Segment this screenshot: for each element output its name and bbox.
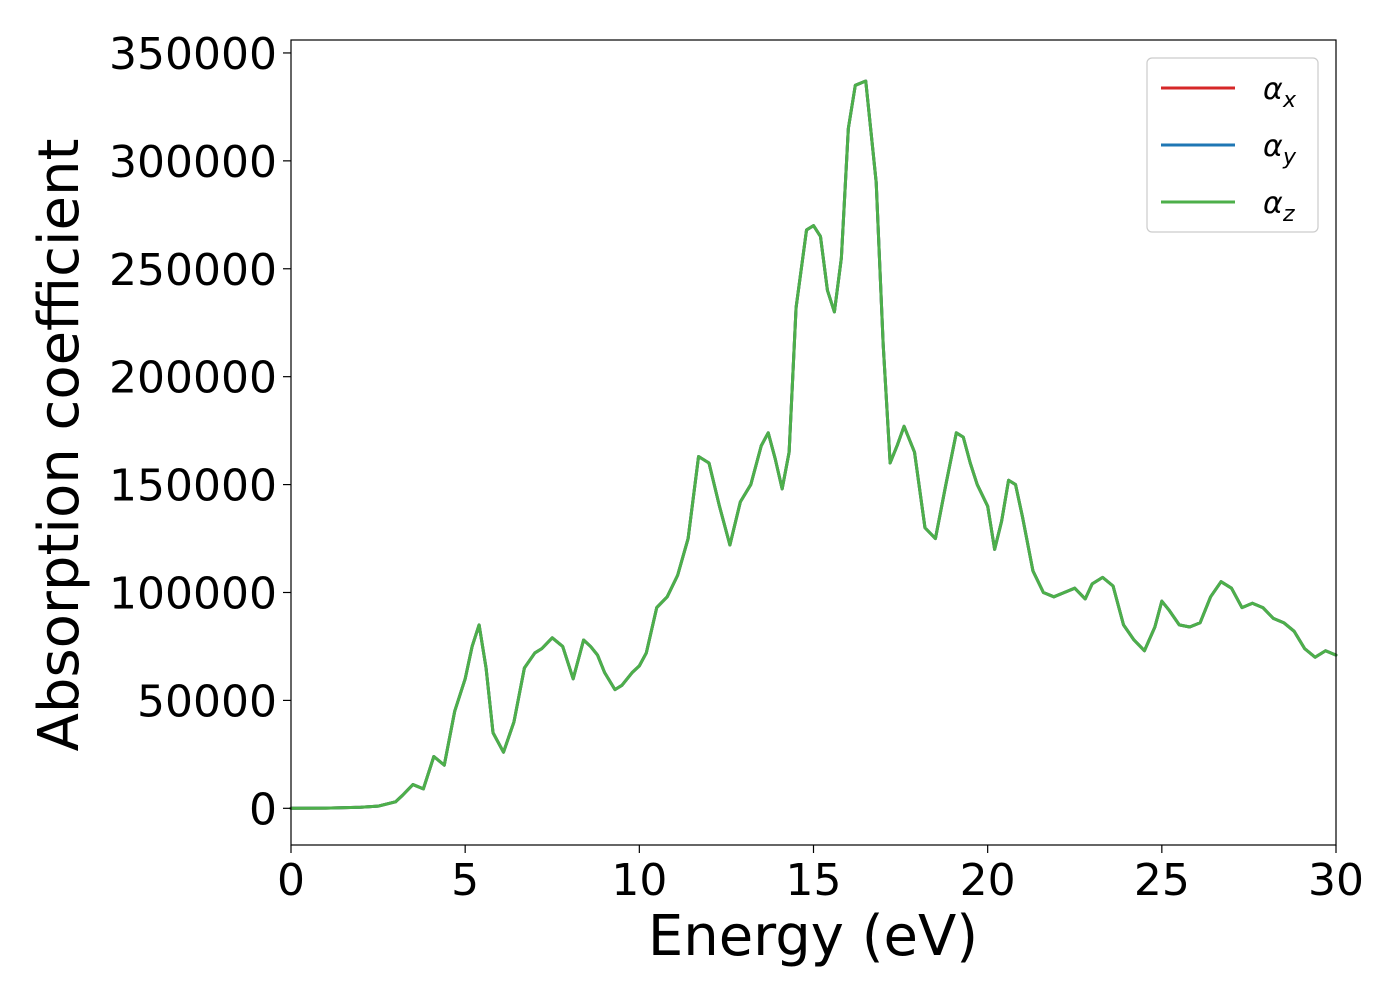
x-tick-label: 5 [451, 855, 479, 906]
y-axis-label: Absorption coefficient [27, 139, 92, 752]
legend: α xα yα z [1146, 57, 1319, 233]
y-tick-label: 250000 [109, 245, 277, 296]
x-tick-label: 30 [1308, 855, 1364, 906]
y-tick-label: 0 [249, 784, 277, 835]
y-tick-label: 150000 [109, 461, 277, 512]
x-axis: 0 5 10 15 20 25 30 [277, 845, 1364, 906]
x-tick-label: 20 [960, 855, 1016, 906]
x-axis-label: Energy (eV) [648, 904, 978, 969]
x-tick-label: 25 [1134, 855, 1190, 906]
y-tick-label: 50000 [137, 676, 277, 727]
y-axis: 0 50000 100000 150000 200000 250000 300000 3500… [109, 29, 291, 835]
series-line-3 [289, 79, 1338, 810]
x-tick-label: 10 [611, 855, 667, 906]
y-tick-label: 300000 [109, 137, 277, 188]
series-layer [289, 79, 1338, 810]
legend-label-y: α [1263, 129, 1283, 164]
x-tick-label: 0 [277, 855, 305, 906]
y-tick-label: 100000 [109, 568, 277, 619]
legend-subscript-y: y [1282, 145, 1297, 170]
y-tick-label: 350000 [109, 29, 277, 80]
legend-label-x: α [1263, 72, 1283, 107]
x-tick-label: 15 [786, 855, 842, 906]
y-tick-label: 200000 [109, 353, 277, 404]
legend-subscript-z: z [1282, 202, 1295, 227]
legend-label-z: α [1263, 186, 1283, 221]
legend-subscript-x: x [1282, 88, 1297, 113]
